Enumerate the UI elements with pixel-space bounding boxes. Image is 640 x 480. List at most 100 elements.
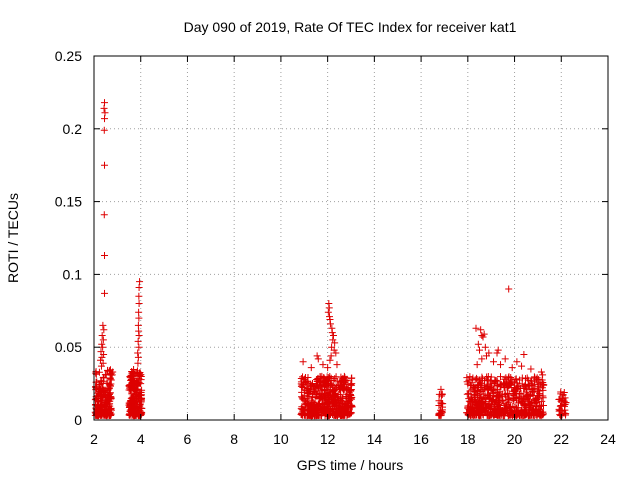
data-point xyxy=(92,384,100,392)
data-point xyxy=(100,126,108,134)
data-point xyxy=(556,411,564,419)
x-tick-label: 8 xyxy=(230,431,238,447)
data-point xyxy=(501,355,509,363)
x-tick-label: 10 xyxy=(273,431,289,447)
data-point xyxy=(99,321,107,329)
data-point xyxy=(335,399,343,407)
x-tick-label: 20 xyxy=(507,431,523,447)
x-tick-label: 14 xyxy=(367,431,383,447)
data-point xyxy=(348,374,356,382)
data-point xyxy=(305,380,313,388)
data-point xyxy=(332,349,340,357)
data-point xyxy=(100,104,108,112)
data-point xyxy=(341,400,349,408)
data-point xyxy=(343,384,351,392)
data-point xyxy=(471,391,479,399)
data-point xyxy=(522,388,530,396)
data-point xyxy=(303,387,311,395)
data-point xyxy=(101,289,109,297)
data-point xyxy=(135,292,143,300)
data-point xyxy=(338,406,346,414)
data-point xyxy=(465,402,473,410)
data-point xyxy=(486,383,494,391)
data-point xyxy=(493,389,501,397)
x-axis-label: GPS time / hours xyxy=(297,457,404,473)
data-point xyxy=(342,405,350,413)
data-point xyxy=(332,411,340,419)
data-point xyxy=(557,402,565,410)
data-point xyxy=(561,401,569,409)
data-point xyxy=(129,385,137,393)
data-point xyxy=(467,393,475,401)
data-point xyxy=(468,379,476,387)
data-point xyxy=(337,403,345,411)
data-point xyxy=(125,381,133,389)
data-point xyxy=(106,393,114,401)
data-point xyxy=(534,385,542,393)
data-point xyxy=(138,394,146,402)
data-point xyxy=(324,308,332,316)
data-point xyxy=(341,401,349,409)
data-point xyxy=(136,411,144,419)
data-point xyxy=(500,379,508,387)
x-tick-label: 22 xyxy=(553,431,569,447)
data-point xyxy=(314,355,322,363)
data-point xyxy=(476,399,484,407)
data-point xyxy=(331,339,339,347)
y-tick-label: 0.05 xyxy=(55,339,82,355)
data-point xyxy=(126,399,134,407)
data-point xyxy=(538,397,546,405)
data-point xyxy=(330,411,338,419)
data-point xyxy=(335,386,343,394)
data-point xyxy=(100,350,108,358)
x-tick-label: 2 xyxy=(90,431,98,447)
data-point xyxy=(489,389,497,397)
data-point xyxy=(334,378,342,386)
y-tick-label: 0.15 xyxy=(55,194,82,210)
data-point xyxy=(100,326,108,334)
data-point xyxy=(511,403,519,411)
data-point xyxy=(501,384,509,392)
data-points xyxy=(91,99,570,420)
data-point xyxy=(134,359,142,367)
plot-frame xyxy=(93,55,609,421)
data-point xyxy=(98,353,106,361)
data-point xyxy=(129,377,137,385)
data-point xyxy=(532,402,540,410)
data-point xyxy=(100,411,108,419)
data-point xyxy=(476,393,484,401)
x-tick-label: 16 xyxy=(413,431,429,447)
data-point xyxy=(98,404,106,412)
data-point xyxy=(487,373,495,381)
data-point xyxy=(347,381,355,389)
data-point xyxy=(500,400,508,408)
data-point xyxy=(502,374,510,382)
data-point xyxy=(328,329,336,337)
data-point xyxy=(339,377,347,385)
x-tick-label: 6 xyxy=(184,431,192,447)
data-point xyxy=(484,391,492,399)
data-point xyxy=(490,358,498,366)
data-point xyxy=(135,378,143,386)
data-point xyxy=(347,381,355,389)
data-point xyxy=(512,394,520,402)
data-point xyxy=(555,396,563,404)
data-point xyxy=(503,389,511,397)
data-point xyxy=(476,411,484,419)
data-point xyxy=(472,324,480,332)
data-point xyxy=(101,161,109,169)
data-point xyxy=(479,405,487,413)
data-point xyxy=(313,352,321,360)
data-point xyxy=(312,412,320,420)
data-point xyxy=(437,392,445,400)
data-point xyxy=(492,376,500,384)
data-point xyxy=(136,400,144,408)
data-point xyxy=(488,405,496,413)
data-point xyxy=(530,384,538,392)
data-point xyxy=(134,337,142,345)
data-point xyxy=(533,375,541,383)
data-point xyxy=(534,407,542,415)
data-point xyxy=(515,399,523,407)
data-point xyxy=(525,409,533,417)
data-point xyxy=(477,326,485,334)
